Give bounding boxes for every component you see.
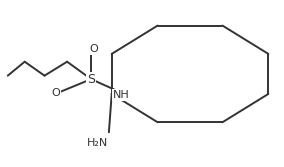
Text: H₂N: H₂N (87, 138, 108, 148)
Text: NH: NH (112, 90, 129, 100)
Text: S: S (87, 73, 95, 86)
Text: O: O (51, 88, 60, 98)
Text: O: O (89, 44, 98, 54)
